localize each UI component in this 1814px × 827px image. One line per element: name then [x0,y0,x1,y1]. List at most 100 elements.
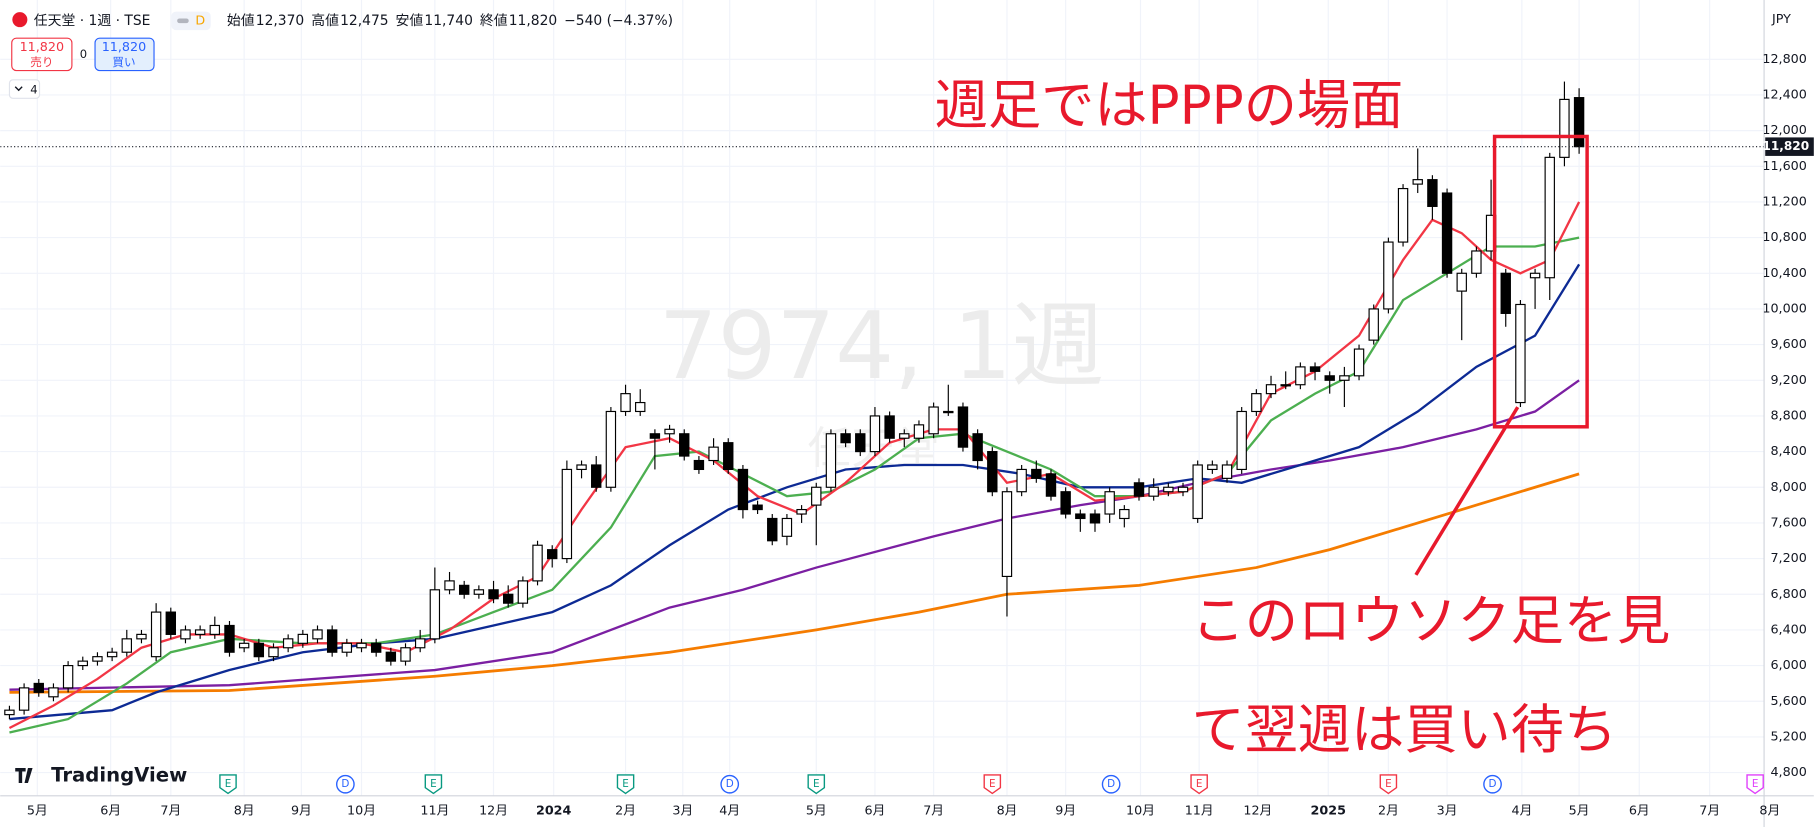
candle-body [620,393,631,413]
candle-body [180,629,191,640]
x-tick-label: 4月 [719,802,740,817]
candle-body [1324,375,1335,381]
candle-body [913,424,925,439]
x-tick-label: 4月 [1511,802,1532,817]
candle-body [121,638,132,653]
currency: JPY [1771,11,1791,26]
x-tick-label: 3月 [1437,802,1458,817]
candle-body [767,517,778,542]
event-marker: E [1746,774,1764,795]
candle-body [1295,366,1306,386]
candle-body [4,709,15,716]
ohlc-value: 11,740 [424,13,473,29]
buy-label: 買い [112,55,135,69]
symbol-icon [12,12,28,28]
y-tick-label: 4,800 [1770,764,1806,779]
y-tick-label: 8,400 [1770,443,1806,458]
candle-body [943,410,954,414]
candle-body [194,629,206,635]
y-tick-label: 6,000 [1770,657,1806,672]
event-shape [807,774,826,795]
event-shape [219,774,237,795]
x-tick-label: 11月 [420,802,449,817]
candle-body [326,629,338,653]
candle-body [884,415,895,439]
candle-body [1221,464,1233,479]
x-tick-label: 9月 [1055,802,1076,817]
ohlc-value: 11,820 [509,13,557,29]
candle-body [547,549,558,560]
candle-body [635,401,646,413]
candle-body [591,464,602,488]
x-tick-label: 2025 [1311,802,1346,817]
logo: TradingView [15,764,187,787]
x-tick-label: 11月 [1185,802,1214,817]
ohlc: 始値 12,370 高値 12,475 安値 11,740 終値 11,820 [227,12,557,29]
x-tick-label: 8月 [997,802,1018,817]
y-tick-label: 12,800 [1762,51,1807,66]
candle-body [1207,464,1218,471]
x-tick-label: 2月 [615,802,636,817]
symbol[interactable]: 任天堂 · 1週 · TSE [34,13,151,29]
x-tick-label: 10月 [347,802,376,817]
candle-body [370,642,382,653]
event-label: D [341,778,349,790]
x-tick-label: 6月 [100,802,121,817]
y-tick-label: 10,800 [1762,229,1807,244]
y-tick-label: 10,000 [1762,300,1807,315]
event-marker: E [1379,774,1398,795]
x-tick-label: 3月 [672,802,693,817]
candle-body [488,589,499,600]
y-tick-label: 5,200 [1770,728,1806,743]
candle-body [1471,250,1482,274]
event-label: D [1489,778,1497,790]
moving-average [9,379,1580,691]
candle-body [1133,482,1145,497]
logo-text: TradingView [51,764,187,787]
candle-body [811,486,822,506]
candle-body [385,651,397,662]
event-marker: D [720,774,740,794]
plot-area [0,81,1765,734]
buy-button[interactable] [94,37,155,72]
candle-body [649,433,661,439]
annotation: このロウソク足を見 [1192,590,1671,652]
sell-button[interactable] [11,37,73,72]
candle-body [1031,468,1042,479]
change: −540 (−4.37%) [564,13,673,29]
indicator-count: 4 [30,83,37,97]
candle-body [400,647,411,662]
candle-body [723,442,734,471]
event-label: E [1385,778,1392,790]
candle-body [1104,491,1115,515]
candle-body [825,433,837,488]
y-tick-label: 5,600 [1770,693,1806,708]
x-tick-label: 5月 [1569,802,1590,817]
axes: 4,800 5,200 5,600 6,000 6,400 6,800 7,200 7,600… [27,51,1814,817]
candle-body [1529,272,1541,279]
y-tick-label: 6,800 [1770,586,1806,601]
event-label: E [1752,778,1759,790]
y-tick-label: 11,200 [1762,193,1807,208]
event-marker: D [336,774,355,794]
candle-body [341,642,353,653]
candle-body [972,433,983,462]
candle-body [1236,410,1247,471]
event-shape [616,774,635,795]
x-tick-label: 8月 [1759,802,1780,817]
x-tick-label: 12月 [479,802,508,817]
candle-body [356,642,367,649]
candle-body [1544,156,1555,279]
indicator-toggle[interactable] [8,79,41,99]
event-shape [1746,774,1764,795]
x-tick-label: 6月 [865,802,886,817]
x-tick-label: 12月 [1243,802,1272,817]
event-label: D [1107,778,1115,790]
candle-body [268,647,279,658]
candle-body [1353,348,1365,377]
candle-body [297,633,309,644]
event-shape [1101,774,1121,794]
y-tick-label: 11,600 [1762,158,1807,173]
